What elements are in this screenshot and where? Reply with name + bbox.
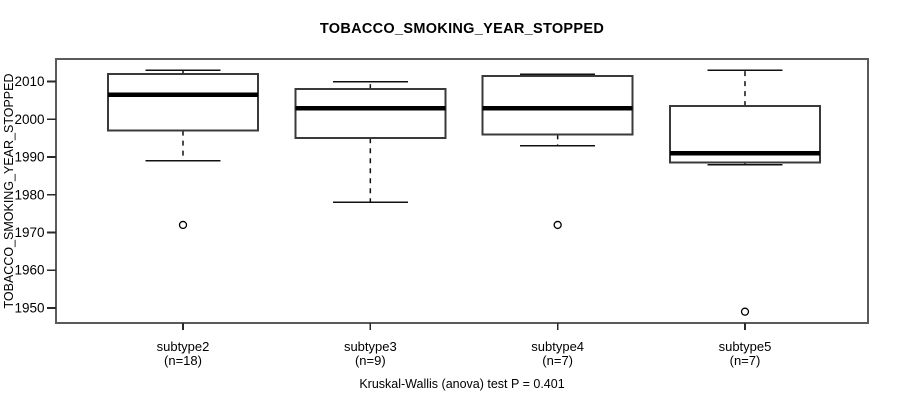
boxplot-subtype4	[481, 73, 634, 230]
iqr-box	[107, 73, 259, 132]
x-category-sublabel: (n=9)	[355, 353, 386, 368]
outlier-point	[178, 220, 188, 230]
iqr-box	[481, 74, 634, 136]
y-tick-label: 1960	[14, 263, 44, 278]
x-category-label: subtype5	[719, 339, 772, 354]
x-category-label: subtype2	[157, 339, 210, 354]
x-category-label: subtype4	[531, 339, 584, 354]
plot-border	[55, 58, 869, 324]
outlier-point	[740, 307, 750, 316]
y-tick-label: 1990	[14, 150, 44, 165]
chart-title: TOBACCO_SMOKING_YEAR_STOPPED	[319, 21, 605, 37]
y-tick-label: 1950	[14, 300, 44, 315]
iqr-box	[294, 88, 447, 140]
outlier-point	[553, 220, 562, 230]
y-tick-label: 1980	[14, 187, 44, 202]
x-category-label: subtype3	[344, 339, 397, 354]
x-category-sublabel: (n=7)	[730, 353, 761, 368]
boxplot-subtype5	[668, 69, 821, 316]
boxplot-subtype2	[107, 69, 259, 230]
y-tick-label: 2000	[14, 112, 44, 127]
y-tick-label: 2010	[14, 74, 44, 89]
x-category-sublabel: (n=7)	[542, 353, 573, 368]
kruskal-wallis-note: Kruskal-Wallis (anova) test P = 0.401	[359, 377, 565, 391]
x-category-sublabel: (n=18)	[164, 353, 202, 368]
boxplot-subtype3	[294, 80, 447, 204]
y-tick-label: 1970	[14, 225, 44, 240]
